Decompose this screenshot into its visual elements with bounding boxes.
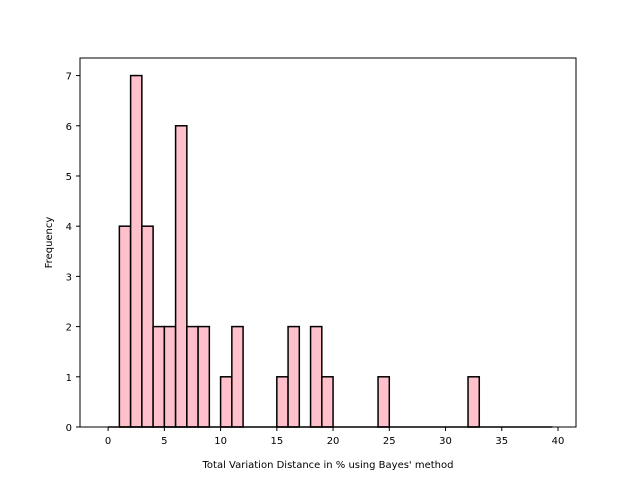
y-tick-label: 1: [66, 373, 72, 384]
x-axis-label: Total Variation Distance in % using Baye…: [202, 460, 454, 471]
histogram-bar: [231, 325, 244, 428]
histogram-bar: [152, 325, 166, 428]
histogram-bar: [118, 225, 132, 428]
y-axis-label: Frequency: [44, 217, 55, 269]
histogram-bar: [219, 376, 233, 428]
y-tick-label: 5: [66, 172, 72, 183]
histogram-bar: [377, 376, 391, 428]
histogram-bar: [186, 325, 199, 428]
histogram-bar: [163, 325, 177, 428]
y-tick-label: 2: [66, 323, 72, 334]
histogram-bar: [467, 376, 481, 428]
histogram-bar: [287, 325, 301, 428]
x-axis-ticks: 0 5 10 15 20 25 30 35 40: [105, 427, 564, 447]
y-tick-label: 3: [66, 272, 72, 283]
x-tick-label: 15: [270, 436, 283, 447]
x-tick-label: 25: [383, 436, 396, 447]
y-axis-ticks: 0 1 2 3 4 5 6 7: [66, 72, 80, 434]
y-tick-label: 6: [66, 122, 72, 133]
histogram-bar: [321, 376, 334, 428]
y-tick-label: 4: [66, 222, 72, 233]
x-tick-label: 10: [214, 436, 227, 447]
histogram-bar: [129, 74, 143, 428]
histogram-bar: [141, 225, 154, 428]
histogram-bar: [174, 125, 188, 428]
x-tick-label: 40: [552, 436, 565, 447]
histogram-bar: [309, 325, 323, 428]
x-tick-label: 20: [327, 436, 340, 447]
y-tick-label: 0: [66, 423, 72, 434]
x-tick-label: 30: [439, 436, 452, 447]
x-tick-label: 0: [105, 436, 111, 447]
x-tick-label: 35: [495, 436, 508, 447]
x-tick-label: 5: [161, 436, 167, 447]
histogram-bar: [276, 376, 289, 428]
y-tick-label: 7: [66, 72, 72, 83]
histogram-bar: [197, 325, 211, 428]
plot-frame: [79, 57, 577, 428]
